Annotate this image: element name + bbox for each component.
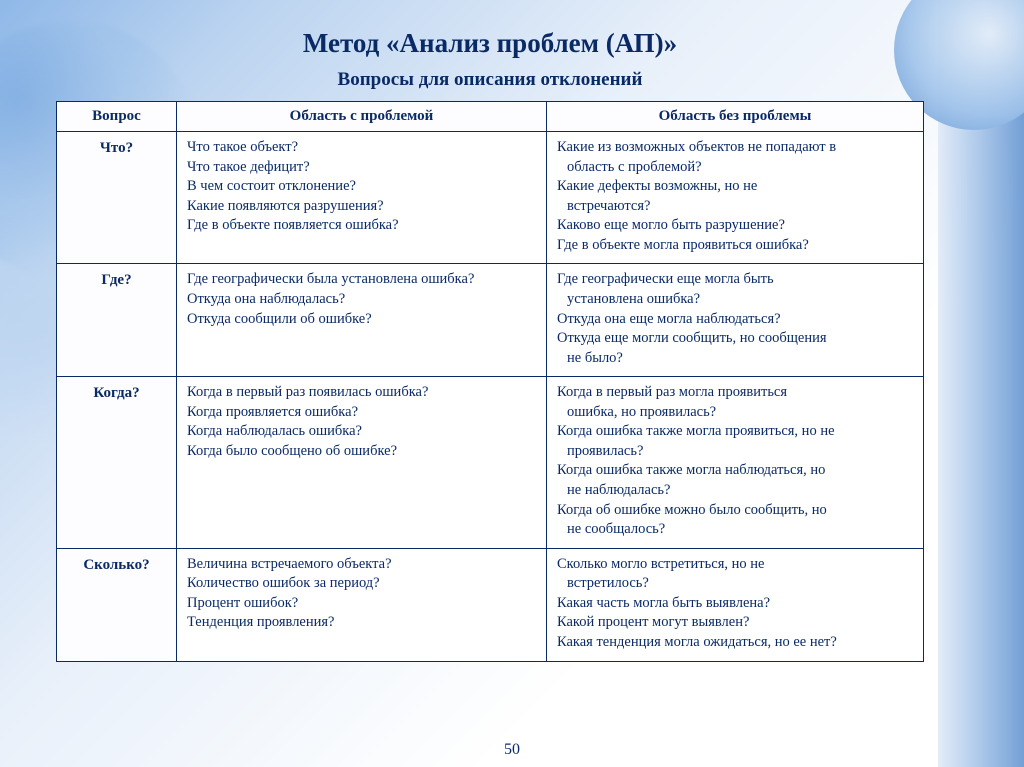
table-header-row: Вопрос Область с проблемой Область без п… xyxy=(57,102,924,132)
header-question: Вопрос xyxy=(57,102,177,132)
slide-content: Метод «Анализ проблем (АП)» Вопросы для … xyxy=(0,0,1024,662)
cell-line: Какие дефекты возможны, но не xyxy=(557,177,913,197)
cell-line: установлена ошибка? xyxy=(557,290,913,310)
cell-line: Где географически была установлена ошибк… xyxy=(187,270,536,290)
cell-line: Какая часть могла быть выявлена? xyxy=(557,594,913,614)
row-question: Где? xyxy=(57,264,177,377)
page-number: 50 xyxy=(0,741,1024,759)
cell-line: В чем состоит отклонение? xyxy=(187,177,536,197)
header-without-problem: Область без проблемы xyxy=(547,102,924,132)
cell-line: Какие из возможных объектов не попадают … xyxy=(557,138,913,158)
cell-line: не было? xyxy=(557,349,913,369)
cell-line: встречаются? xyxy=(557,197,913,217)
cell-line: Где географически еще могла быть xyxy=(557,270,913,290)
cell-line: Количество ошибок за период? xyxy=(187,574,536,594)
deviation-table: Вопрос Область с проблемой Область без п… xyxy=(56,101,924,662)
row-question: Что? xyxy=(57,132,177,264)
table-row: Сколько?Величина встречаемого объекта?Ко… xyxy=(57,548,924,661)
cell-line: Когда в первый раз появилась ошибка? xyxy=(187,383,536,403)
cell-line: Какой процент могут выявлен? xyxy=(557,613,913,633)
cell-line: область с проблемой? xyxy=(557,158,913,178)
slide-subtitle: Вопросы для описания отклонений xyxy=(56,69,924,91)
cell-without-problem: Когда в первый раз могла проявитьсяошибк… xyxy=(547,377,924,549)
table-row: Что?Что такое объект?Что такое дефицит?В… xyxy=(57,132,924,264)
cell-line: Величина встречаемого объекта? xyxy=(187,555,536,575)
cell-with-problem: Величина встречаемого объекта?Количество… xyxy=(177,548,547,661)
cell-line: ошибка, но проявилась? xyxy=(557,403,913,423)
cell-line: Когда об ошибке можно было сообщить, но xyxy=(557,501,913,521)
cell-with-problem: Когда в первый раз появилась ошибка?Когд… xyxy=(177,377,547,549)
header-with-problem: Область с проблемой xyxy=(177,102,547,132)
cell-line: Когда проявляется ошибка? xyxy=(187,403,536,423)
cell-line: Каково еще могло быть разрушение? xyxy=(557,216,913,236)
row-question: Когда? xyxy=(57,377,177,549)
table-row: Когда?Когда в первый раз появилась ошибк… xyxy=(57,377,924,549)
cell-line: Какие появляются разрушения? xyxy=(187,197,536,217)
cell-with-problem: Что такое объект?Что такое дефицит?В чем… xyxy=(177,132,547,264)
cell-line: Тенденция проявления? xyxy=(187,613,536,633)
cell-line: Откуда сообщили об ошибке? xyxy=(187,310,536,330)
cell-without-problem: Какие из возможных объектов не попадают … xyxy=(547,132,924,264)
cell-line: Где в объекте могла проявиться ошибка? xyxy=(557,236,913,256)
cell-line: встретилось? xyxy=(557,574,913,594)
cell-line: Где в объекте появляется ошибка? xyxy=(187,216,536,236)
cell-line: Какая тенденция могла ожидаться, но ее н… xyxy=(557,633,913,653)
cell-line: Когда было сообщено об ошибке? xyxy=(187,442,536,462)
cell-line: Откуда она еще могла наблюдаться? xyxy=(557,310,913,330)
cell-with-problem: Где географически была установлена ошибк… xyxy=(177,264,547,377)
cell-without-problem: Сколько могло встретиться, но невстретил… xyxy=(547,548,924,661)
cell-line: Когда ошибка также могла проявиться, но … xyxy=(557,422,913,442)
cell-line: не сообщалось? xyxy=(557,520,913,540)
row-question: Сколько? xyxy=(57,548,177,661)
cell-line: Когда наблюдалась ошибка? xyxy=(187,422,536,442)
cell-line: не наблюдалась? xyxy=(557,481,913,501)
cell-line: Процент ошибок? xyxy=(187,594,536,614)
cell-line: Что такое объект? xyxy=(187,138,536,158)
slide-title: Метод «Анализ проблем (АП)» xyxy=(56,28,924,59)
cell-line: Откуда еще могли сообщить, но сообщения xyxy=(557,329,913,349)
cell-without-problem: Где географически еще могла бытьустановл… xyxy=(547,264,924,377)
cell-line: Откуда она наблюдалась? xyxy=(187,290,536,310)
cell-line: Когда ошибка также могла наблюдаться, но xyxy=(557,461,913,481)
cell-line: Сколько могло встретиться, но не xyxy=(557,555,913,575)
cell-line: проявилась? xyxy=(557,442,913,462)
cell-line: Что такое дефицит? xyxy=(187,158,536,178)
table-row: Где? Где географически была установлена о… xyxy=(57,264,924,377)
cell-line: Когда в первый раз могла проявиться xyxy=(557,383,913,403)
